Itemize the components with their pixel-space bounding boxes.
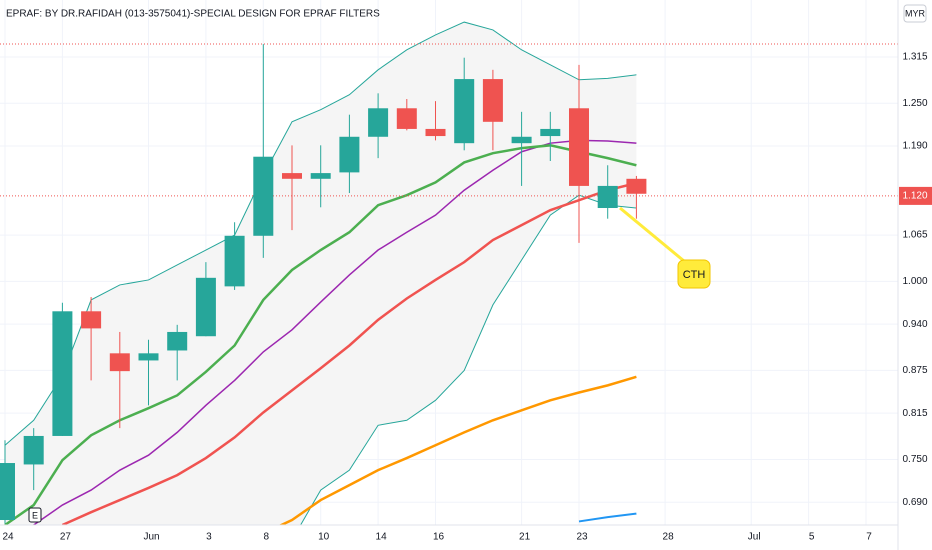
x-tick-label: 27	[60, 532, 72, 543]
x-tick-label: Jun	[143, 532, 159, 543]
indicator-line	[61, 181, 637, 525]
x-tick-label: 3	[206, 532, 212, 543]
x-tick-label: 5	[809, 532, 815, 543]
candle-body	[511, 136, 532, 144]
x-tick-label: 23	[576, 532, 588, 543]
indicator-line	[4, 144, 637, 525]
x-tick-label: 16	[433, 532, 445, 543]
last-price-box	[899, 186, 932, 205]
y-tick-label: 0.875	[902, 365, 927, 376]
x-tick-label: Jul	[748, 532, 761, 543]
candle-body	[81, 311, 102, 329]
candle-body	[569, 108, 589, 186]
upper-band	[4, 21, 637, 446]
candle-body	[597, 185, 618, 209]
candle-body	[52, 311, 73, 436]
event-marker: E	[32, 510, 38, 520]
candle-body	[425, 128, 446, 137]
candle-body	[195, 277, 216, 337]
axes: 1.315 1.250 1.190 1.065 1.000 0.940 0.875 0.815…	[2, 52, 932, 543]
x-tick-label: 24	[2, 532, 14, 543]
y-tick-label: 1.190	[902, 141, 927, 152]
candle-body	[368, 108, 389, 137]
y-tick-label: 1.250	[902, 98, 927, 109]
annotation-box[interactable]	[677, 259, 711, 289]
band-fill	[5, 22, 637, 525]
y-tick-label: 1.000	[902, 276, 927, 287]
candle-body	[23, 435, 44, 465]
x-tick-label: 14	[376, 532, 388, 543]
plot-area	[0, 21, 898, 525]
y-tick-label: 0.940	[902, 319, 927, 330]
candle-body	[224, 235, 245, 287]
x-tick-label: 21	[519, 532, 531, 543]
candle-body	[310, 173, 331, 179]
y-tick-label: 0.750	[902, 454, 927, 465]
candle-body	[626, 178, 647, 194]
candle-body	[167, 331, 188, 351]
x-tick-label: 28	[663, 532, 675, 543]
candle-body	[253, 156, 274, 236]
y-tick-label: 0.690	[902, 497, 927, 508]
candle-body	[540, 128, 561, 137]
y-tick-label: 1.315	[902, 52, 927, 63]
candle-body	[109, 353, 130, 372]
indicator-line	[278, 375, 637, 525]
currency: MYR	[905, 8, 926, 18]
y-tick-label: 0.815	[902, 408, 927, 419]
annotation-arrow	[619, 206, 691, 268]
candle-body	[138, 353, 159, 361]
candle-body	[482, 79, 503, 122]
currency-box[interactable]	[903, 4, 927, 23]
y-tick-label: 1.065	[902, 230, 927, 241]
candle-body	[454, 79, 475, 144]
candle-body	[339, 136, 360, 173]
annotation: CTH	[683, 269, 706, 281]
x-tick-label: 10	[318, 532, 330, 543]
last-price-label: 1.120	[902, 191, 927, 202]
candle-body	[396, 108, 417, 129]
chart-title: EPRAF: BY DR.RAFIDAH (013-3575041)-SPECI…	[6, 9, 380, 20]
event-marker-box[interactable]	[28, 507, 42, 523]
indicator-line	[578, 512, 637, 523]
candle-body	[282, 173, 302, 179]
x-tick-label: 8	[264, 532, 270, 543]
x-tick-label: 7	[866, 532, 872, 543]
candle-body	[0, 463, 15, 521]
